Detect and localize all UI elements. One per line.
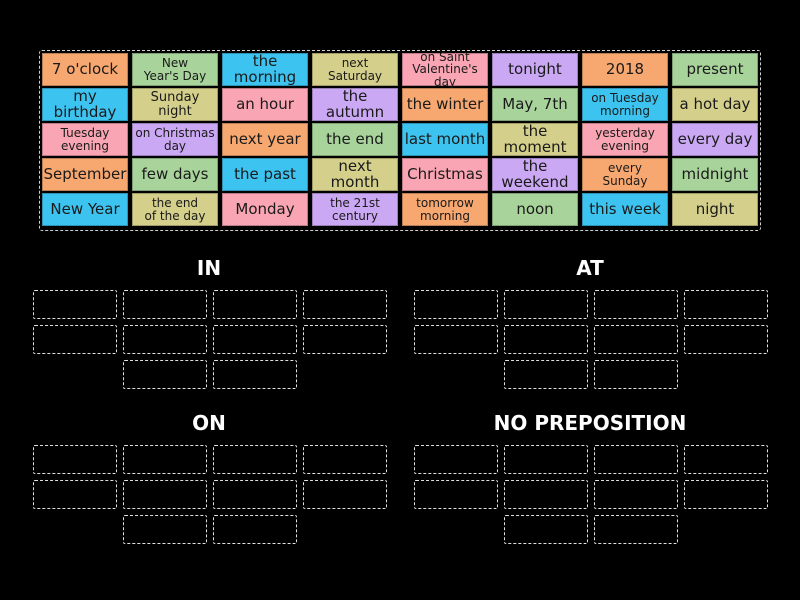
word-tile[interactable]: the end (312, 123, 398, 156)
drop-slot[interactable] (123, 445, 207, 474)
drop-slot[interactable] (684, 445, 768, 474)
word-tile[interactable]: May, 7th (492, 88, 578, 121)
word-tile[interactable]: last month (402, 123, 488, 156)
word-tile[interactable]: Christmas (402, 158, 488, 191)
word-tile[interactable]: September (42, 158, 128, 191)
drop-slot[interactable] (684, 290, 768, 319)
word-tile[interactable]: 2018 (582, 53, 668, 86)
drop-slot[interactable] (123, 480, 207, 509)
word-tile[interactable]: on Christmas day (132, 123, 218, 156)
word-tile[interactable]: the 21st century (312, 193, 398, 226)
drop-slot[interactable] (594, 360, 678, 389)
drop-slot[interactable] (594, 325, 678, 354)
drop-slot[interactable] (213, 515, 297, 544)
drop-slot[interactable] (594, 445, 678, 474)
drop-slot[interactable] (123, 515, 207, 544)
word-tile[interactable]: every Sunday (582, 158, 668, 191)
word-tile[interactable]: the moment (492, 123, 578, 156)
word-tile[interactable]: few days (132, 158, 218, 191)
word-tile[interactable]: yesterday evening (582, 123, 668, 156)
word-tile[interactable]: every day (672, 123, 758, 156)
word-tile[interactable]: the autumn (312, 88, 398, 121)
drop-slot[interactable] (504, 445, 588, 474)
word-tile[interactable]: tonight (492, 53, 578, 86)
word-tile[interactable]: 7 o'clock (42, 53, 128, 86)
drop-slot[interactable] (213, 445, 297, 474)
word-tile[interactable]: next month (312, 158, 398, 191)
group-title: NO PREPOSITION (493, 411, 687, 435)
drop-slot[interactable] (213, 325, 297, 354)
word-tile[interactable]: next year (222, 123, 308, 156)
drop-slot[interactable] (594, 515, 678, 544)
word-tile[interactable]: an hour (222, 88, 308, 121)
word-tile[interactable]: night (672, 193, 758, 226)
word-tile[interactable]: the weekend (492, 158, 578, 191)
drop-slot[interactable] (123, 290, 207, 319)
drop-slot[interactable] (303, 445, 387, 474)
drop-slot[interactable] (123, 360, 207, 389)
drop-slot[interactable] (213, 290, 297, 319)
drop-slot[interactable] (303, 480, 387, 509)
drop-slot[interactable] (33, 325, 117, 354)
word-tile[interactable]: tomorrow morning (402, 193, 488, 226)
word-tile[interactable]: on Saint Valentine's day (402, 50, 488, 88)
drop-slot[interactable] (213, 480, 297, 509)
word-tile[interactable]: Sunday night (132, 88, 218, 121)
drop-slot[interactable] (414, 325, 498, 354)
drop-slot[interactable] (213, 360, 297, 389)
tile-bank: 7 o'clock New Year's Day the morning next S… (39, 50, 761, 231)
word-tile[interactable]: the end of the day (132, 193, 218, 226)
drop-slot[interactable] (504, 515, 588, 544)
word-tile[interactable]: on Tuesday morning (582, 88, 668, 121)
drop-slot[interactable] (33, 290, 117, 319)
word-tile[interactable]: the morning (222, 53, 308, 86)
word-tile[interactable]: a hot day (672, 88, 758, 121)
drop-slot[interactable] (504, 480, 588, 509)
group-title: ON (192, 411, 226, 435)
word-tile[interactable]: present (672, 53, 758, 86)
word-tile[interactable]: New Year's Day (132, 53, 218, 86)
word-tile[interactable]: the winter (402, 88, 488, 121)
drop-slot[interactable] (684, 480, 768, 509)
word-tile[interactable]: Tuesday evening (42, 123, 128, 156)
drop-slot[interactable] (504, 325, 588, 354)
word-tile[interactable]: Monday (222, 193, 308, 226)
word-tile[interactable]: next Saturday (312, 53, 398, 86)
drop-slot[interactable] (594, 480, 678, 509)
word-tile[interactable]: noon (492, 193, 578, 226)
word-tile[interactable]: my birthday (42, 88, 128, 121)
group-title: IN (196, 256, 222, 280)
drop-slot[interactable] (504, 290, 588, 319)
word-tile[interactable]: midnight (672, 158, 758, 191)
drop-slot[interactable] (414, 290, 498, 319)
drop-slot[interactable] (594, 290, 678, 319)
drop-slot[interactable] (33, 445, 117, 474)
drop-slot[interactable] (303, 325, 387, 354)
word-tile[interactable]: this week (582, 193, 668, 226)
word-tile[interactable]: New Year (42, 193, 128, 226)
drop-slot[interactable] (303, 290, 387, 319)
drop-slot[interactable] (504, 360, 588, 389)
word-tile[interactable]: the past (222, 158, 308, 191)
drop-slot[interactable] (414, 445, 498, 474)
drop-slot[interactable] (123, 325, 207, 354)
drop-slot[interactable] (414, 480, 498, 509)
drop-slot[interactable] (684, 325, 768, 354)
drop-slot[interactable] (33, 480, 117, 509)
group-title: AT (576, 256, 604, 280)
